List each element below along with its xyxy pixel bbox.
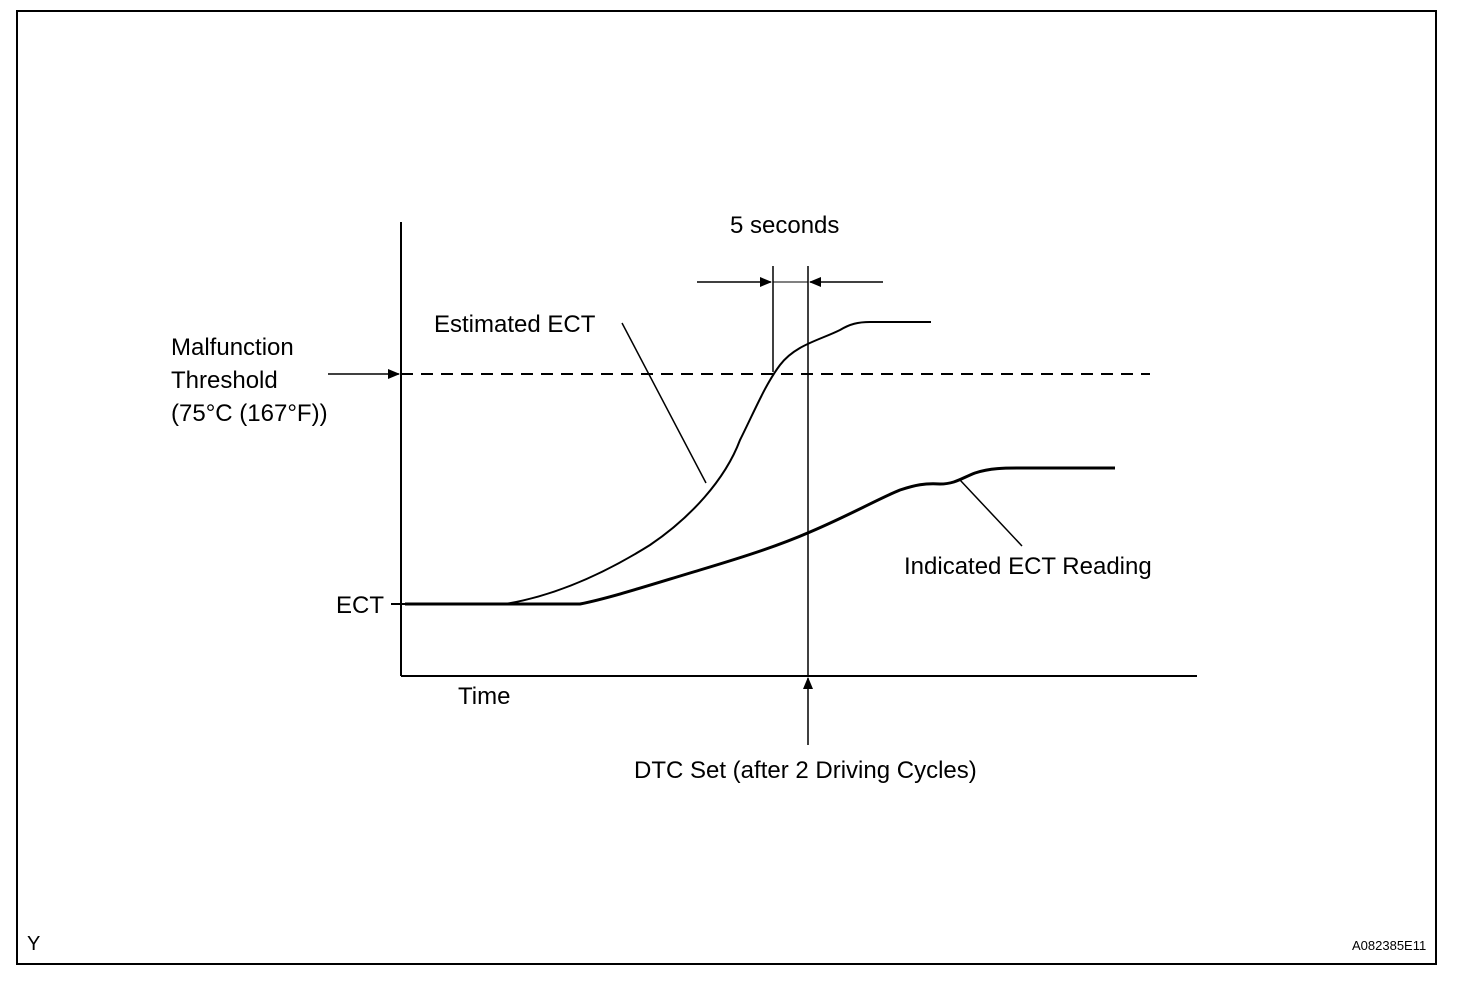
ect-axis-label: ECT [336,592,384,619]
threshold-label-line3: (75°C (167°F)) [171,400,328,427]
diagram-frame [16,10,1437,965]
estimated-ect-label: Estimated ECT [434,311,596,338]
indicated-ect-curve [405,466,1115,606]
threshold-label-line2: Threshold [171,367,278,394]
indicated-ect-leader [959,479,1023,547]
indicated-ect-label: Indicated ECT Reading [904,553,1152,580]
corner-code-left: Y [27,933,40,955]
five-seconds-label: 5 seconds [730,212,839,239]
threshold-label-line1: Malfunction [171,334,294,361]
figure-id: A082385E11 [1352,938,1426,953]
dtc-set-label: DTC Set (after 2 Driving Cycles) [634,757,977,784]
time-axis-label: Time [458,683,510,710]
estimated-ect-leader [621,322,707,484]
estimated-ect-curve [405,321,931,605]
